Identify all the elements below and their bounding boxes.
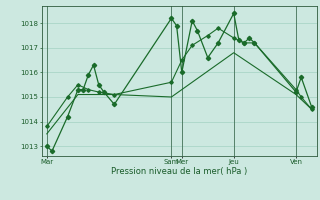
X-axis label: Pression niveau de la mer( hPa ): Pression niveau de la mer( hPa ) [111, 167, 247, 176]
